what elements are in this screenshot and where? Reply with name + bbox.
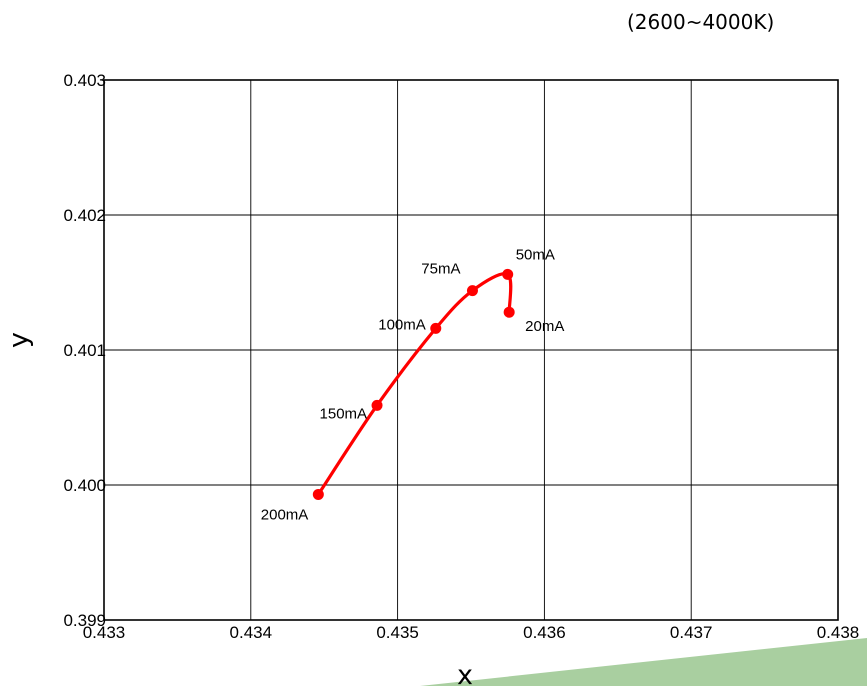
- y-tick-label: 0.401: [63, 341, 106, 360]
- grid-lines: [104, 80, 838, 620]
- x-axis-title: x: [457, 660, 473, 686]
- data-point: [502, 268, 514, 280]
- data-label: 20mA: [525, 318, 564, 335]
- series-line: [316, 272, 513, 497]
- data-series: 20mA 50mA 75mA 100mA 150mA 200mA: [261, 246, 565, 523]
- data-label: 100mA: [378, 316, 426, 333]
- x-tick-label: 0.438: [817, 623, 860, 642]
- data-point: [503, 306, 515, 318]
- chart-subtitle: (2600~4000K): [627, 10, 775, 34]
- data-point: [371, 399, 383, 411]
- data-label: 200mA: [261, 506, 309, 523]
- y-tick-label: 0.403: [63, 71, 106, 90]
- decorative-green-wedge: [420, 638, 867, 686]
- data-label: 75mA: [421, 261, 460, 278]
- y-axis-title: y: [4, 332, 35, 348]
- x-tick-label: 0.434: [230, 623, 273, 642]
- data-label: 50mA: [516, 246, 555, 263]
- plot-area-frame: [103, 79, 839, 621]
- x-tick-label: 0.433: [83, 623, 126, 642]
- y-tick-label: 0.400: [63, 476, 106, 495]
- data-label: 150mA: [320, 405, 368, 422]
- data-point: [430, 322, 442, 334]
- data-point: [466, 285, 478, 297]
- y-tick-label: 0.402: [63, 206, 106, 225]
- data-point: [312, 488, 324, 500]
- x-tick-label: 0.437: [670, 623, 713, 642]
- x-tick-label: 0.436: [523, 623, 566, 642]
- x-tick-label: 0.435: [376, 623, 419, 642]
- y-tick-label: 0.399: [63, 611, 106, 630]
- tick-labels: 0.433 0.434 0.435 0.436 0.437 0.438 0.399 0.400…: [63, 71, 859, 642]
